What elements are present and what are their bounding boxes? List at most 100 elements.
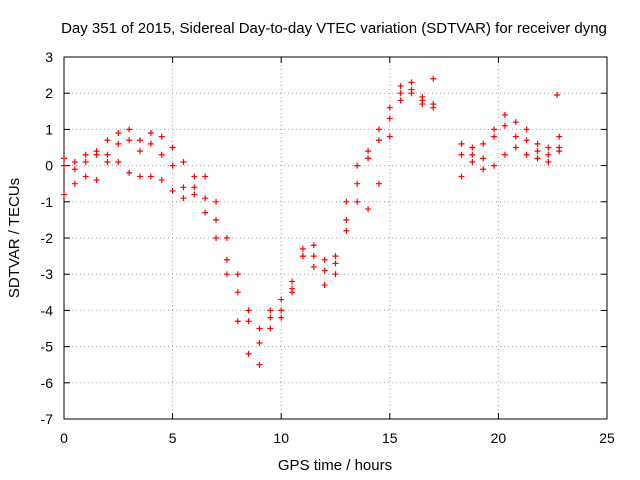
data-point — [365, 206, 372, 213]
data-point — [180, 184, 187, 191]
data-point — [321, 256, 328, 263]
series-7 — [554, 92, 561, 99]
data-point — [245, 307, 252, 314]
y-tick-label: 3 — [45, 49, 53, 65]
data-point — [299, 245, 306, 252]
data-point — [491, 162, 498, 169]
data-point — [278, 307, 285, 314]
data-point — [501, 151, 508, 158]
x-tick-label: 10 — [273, 430, 289, 446]
data-point — [343, 198, 350, 205]
data-point — [512, 133, 519, 140]
data-point — [191, 173, 198, 180]
data-point — [512, 119, 519, 126]
data-point — [202, 209, 209, 216]
data-point — [256, 361, 263, 368]
data-point — [158, 133, 165, 140]
data-point — [169, 162, 176, 169]
data-point — [375, 180, 382, 187]
data-point — [115, 140, 122, 147]
data-point — [397, 82, 404, 89]
data-point — [61, 162, 67, 169]
data-point — [523, 151, 530, 158]
y-tick-label: -1 — [41, 194, 54, 210]
data-point — [545, 158, 552, 165]
data-point — [354, 180, 361, 187]
data-point — [82, 158, 89, 165]
grid-lines — [64, 57, 607, 419]
data-point — [523, 137, 530, 144]
data-point — [223, 271, 230, 278]
data-point — [104, 137, 111, 144]
y-tick-label: -3 — [41, 266, 54, 282]
data-point — [310, 242, 317, 249]
x-tick-label: 20 — [491, 430, 507, 446]
y-tick-label: -2 — [41, 230, 54, 246]
data-point — [169, 187, 176, 194]
data-point — [480, 155, 487, 162]
data-point — [491, 126, 498, 133]
y-tick-label: -4 — [41, 302, 54, 318]
data-point — [365, 155, 372, 162]
data-point — [408, 86, 415, 93]
data-point — [430, 104, 437, 111]
data-point — [332, 253, 339, 260]
data-point — [71, 180, 78, 187]
data-point — [545, 144, 552, 151]
data-point — [408, 79, 415, 86]
data-point — [278, 296, 285, 303]
data-point — [71, 166, 78, 173]
data-point — [82, 173, 89, 180]
data-point — [556, 133, 563, 140]
data-point — [234, 271, 241, 278]
data-point — [115, 158, 122, 165]
series-4 — [458, 111, 563, 158]
data-point — [299, 253, 306, 260]
data-point — [245, 350, 252, 357]
data-point — [343, 227, 350, 234]
data-point — [534, 155, 541, 162]
data-point — [556, 148, 563, 155]
series-1 — [61, 79, 437, 332]
data-point — [289, 278, 296, 285]
data-point — [545, 151, 552, 158]
x-tick-label: 5 — [169, 430, 177, 446]
data-point — [332, 271, 339, 278]
data-point — [386, 104, 393, 111]
data-point — [104, 151, 111, 158]
data-point — [554, 92, 561, 99]
data-point — [469, 158, 476, 165]
data-point — [104, 158, 111, 165]
data-point — [397, 97, 404, 104]
data-point — [147, 140, 154, 147]
data-point — [61, 155, 67, 162]
data-point — [93, 151, 100, 158]
data-point — [365, 148, 372, 155]
data-point — [180, 158, 187, 165]
data-point — [310, 263, 317, 270]
data-point — [202, 173, 209, 180]
y-tick-label: 0 — [45, 158, 53, 174]
data-point — [267, 307, 274, 314]
data-point — [234, 289, 241, 296]
y-tick-label: -7 — [41, 411, 54, 427]
data-point — [469, 151, 476, 158]
data-point — [223, 256, 230, 263]
data-point — [419, 97, 426, 104]
data-point — [386, 133, 393, 140]
data-point — [115, 130, 122, 137]
data-point — [256, 325, 263, 332]
data-point — [512, 144, 519, 151]
data-point — [61, 191, 67, 198]
data-point — [534, 148, 541, 155]
axis-ticks: 0 5 10 15 20 25 -7 -6 -5 -4 -3 -2 -1 0 1 2 3 — [41, 49, 615, 446]
data-point — [137, 137, 144, 144]
data-point — [191, 184, 198, 191]
data-point — [321, 282, 328, 289]
data-point — [354, 162, 361, 169]
data-point — [354, 198, 361, 205]
data-point — [480, 140, 487, 147]
chart-title: Day 351 of 2015, Sidereal Day-to-day VTE… — [61, 20, 607, 37]
y-axis-label: SDTVAR / TECUs — [6, 178, 23, 298]
data-point — [234, 318, 241, 325]
